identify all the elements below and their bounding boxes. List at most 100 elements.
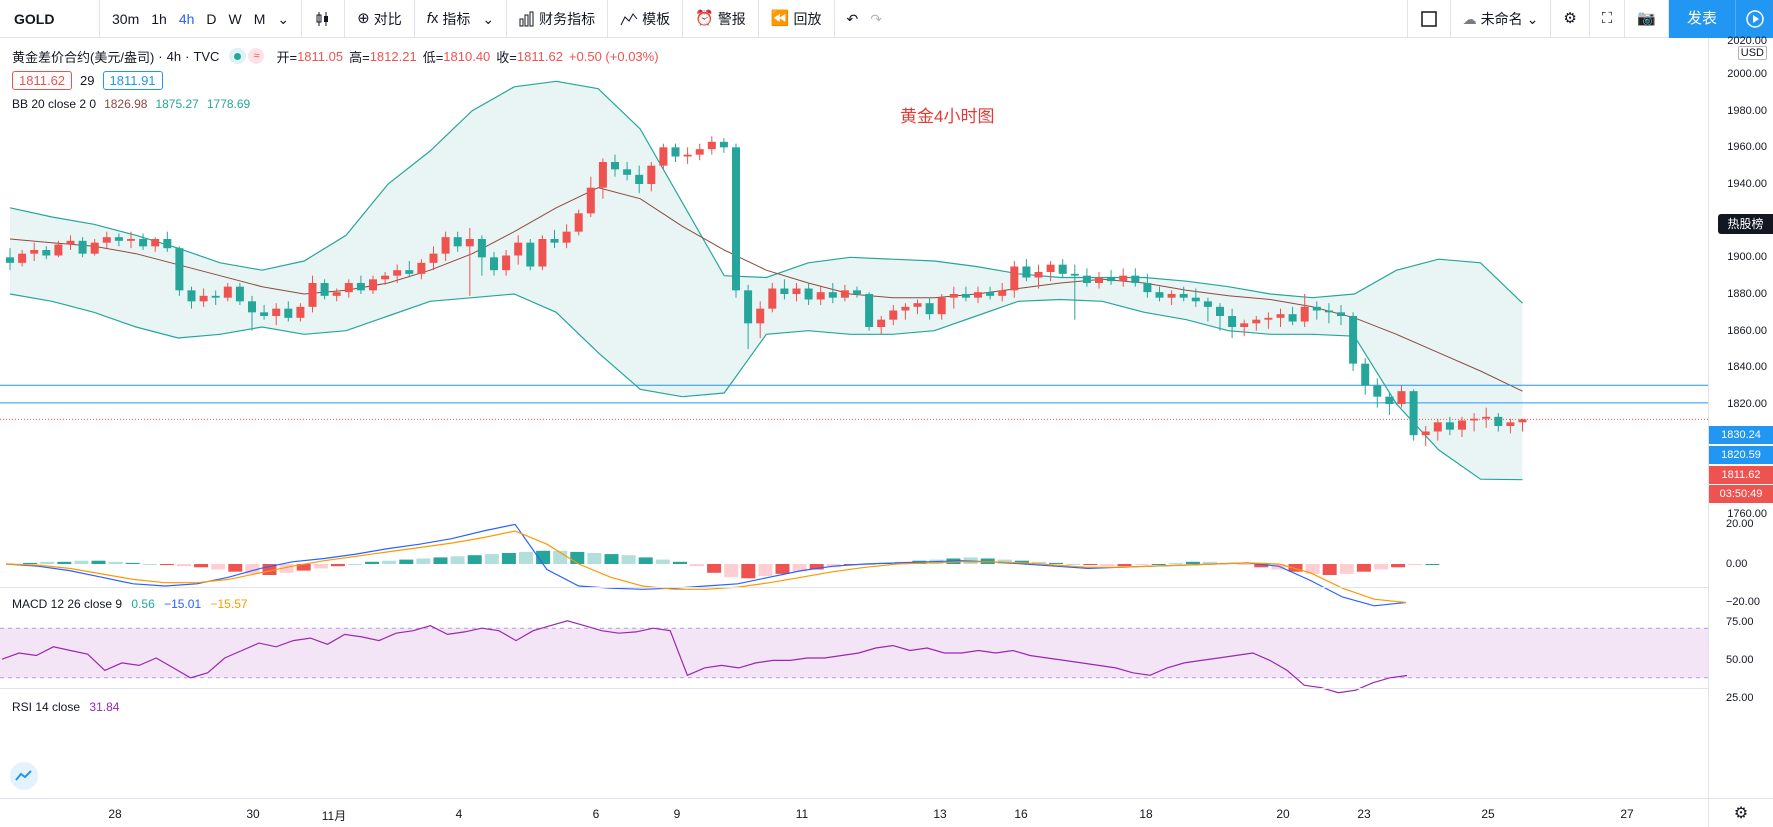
- macd-histogram-bar: [108, 561, 123, 564]
- candle-body: [502, 255, 511, 271]
- candle-body: [732, 147, 740, 291]
- macd-histogram-bar: [296, 564, 311, 571]
- candle-body: [913, 303, 922, 307]
- layout-name-button[interactable]: ☁ 未命名 ⌄: [1457, 0, 1545, 38]
- pane-tick-label: 20.00: [1726, 518, 1754, 530]
- candle-body: [1046, 264, 1055, 272]
- macd-histogram-bar: [1425, 564, 1440, 565]
- macd-histogram-bar: [809, 564, 824, 570]
- time-axis[interactable]: 28 30 11月 4 6 9 11 13 16 18 20 23 25 27: [0, 798, 1708, 827]
- pane-tick-label: 50.00: [1726, 654, 1754, 666]
- bid-box[interactable]: 1811.62: [12, 70, 73, 90]
- compare-toggle-icon[interactable]: ≈: [248, 48, 265, 64]
- indicators-dropdown[interactable]: ⌄: [476, 0, 500, 38]
- candle-body: [1288, 314, 1297, 322]
- macd-histogram-bar: [365, 561, 380, 564]
- candle-body: [562, 231, 571, 243]
- spread-value: 29: [80, 72, 95, 88]
- time-tick-label: 6: [592, 807, 600, 821]
- indicators-button[interactable]: fx 指标: [421, 0, 477, 38]
- pane-separator[interactable]: [0, 688, 1773, 689]
- interval-dropdown[interactable]: ⌄: [271, 0, 295, 38]
- symbol-search[interactable]: GOLD: [0, 0, 100, 38]
- price-chart[interactable]: [0, 38, 1708, 798]
- candle-body: [235, 286, 244, 302]
- candle-body: [187, 290, 196, 302]
- candle-body: [127, 239, 135, 241]
- rsi-pane: [0, 620, 1708, 694]
- candle-body: [114, 237, 123, 241]
- interval-w[interactable]: W: [228, 10, 242, 27]
- candle-body: [695, 149, 704, 155]
- interval-4h[interactable]: 4h: [178, 10, 195, 27]
- compare-button[interactable]: ⊕ 对比: [351, 0, 408, 38]
- chart-annotation-text[interactable]: 黄金4小时图: [900, 107, 995, 126]
- pane-tick-label: 25.00: [1726, 692, 1754, 704]
- macd-histogram-bar: [23, 562, 38, 564]
- candle-body: [1252, 319, 1261, 324]
- legend-change: +0.50 (+0.03%): [568, 48, 659, 64]
- time-tick-label: 11: [795, 807, 809, 821]
- candle-body: [853, 290, 861, 294]
- legend-low-label: 低=: [422, 49, 444, 65]
- interval-d[interactable]: D: [206, 10, 217, 27]
- chart-type-button[interactable]: [308, 0, 338, 38]
- publish-button[interactable]: 发表: [1668, 0, 1735, 38]
- candle-body: [707, 141, 716, 150]
- candle-body: [151, 239, 160, 247]
- macd-histogram-bar: [655, 559, 670, 564]
- candle-body: [1506, 422, 1515, 426]
- price-axis[interactable]: 2020.00 USD 2000.00 1980.00 1960.00 1940.00…: [1708, 35, 1773, 798]
- cloud-icon: ☁: [1462, 10, 1477, 27]
- pane-separator[interactable]: [0, 587, 1773, 588]
- axis-settings-button[interactable]: ⚙: [1708, 798, 1773, 827]
- undo-icon: ↶: [846, 10, 859, 27]
- candle-body: [1397, 391, 1406, 404]
- legend-dot: ·: [185, 48, 190, 64]
- macd-histogram-bar: [758, 564, 773, 577]
- candle-body: [901, 306, 910, 311]
- tradingview-logo-icon[interactable]: [10, 762, 38, 790]
- candle-body: [393, 270, 402, 276]
- pane-tick-label: 0.00: [1726, 558, 1748, 570]
- redo-button[interactable]: ↷: [864, 0, 888, 38]
- price-tick-label: 1940.00: [1727, 178, 1767, 190]
- macd-histogram-bar: [707, 564, 722, 573]
- settings-button[interactable]: ⚙: [1557, 0, 1582, 38]
- bb-mid-value: 1826.98: [104, 97, 148, 111]
- candle-body: [78, 240, 87, 254]
- alert-button[interactable]: ⏰ 警报: [689, 0, 752, 38]
- templates-button[interactable]: 模板: [614, 0, 676, 38]
- candle-body: [1143, 283, 1152, 293]
- macd-histogram-bar: [1339, 564, 1354, 574]
- candle-body: [1191, 297, 1200, 302]
- interval-30m[interactable]: 30m: [112, 10, 140, 27]
- ask-box[interactable]: 1811.91: [102, 70, 163, 90]
- candle-body: [1119, 275, 1128, 282]
- select-layout-button[interactable]: [1414, 0, 1444, 38]
- candle-body: [369, 279, 377, 291]
- publish-menu-button[interactable]: [1735, 0, 1773, 38]
- macd-histogram-bar: [775, 564, 790, 574]
- fullscreen-button[interactable]: ⛶: [1596, 0, 1619, 38]
- gear-icon: ⚙: [1563, 9, 1577, 27]
- interval-m[interactable]: M: [253, 10, 266, 27]
- candle-body: [1409, 391, 1418, 436]
- candle-body: [1216, 306, 1224, 316]
- candle-body: [949, 294, 958, 298]
- financials-button[interactable]: 财务指标: [513, 0, 601, 38]
- candle-body: [272, 308, 281, 316]
- snapshot-button[interactable]: 📷: [1631, 0, 1662, 38]
- candle-body: [1034, 272, 1043, 278]
- currency-label[interactable]: USD: [1737, 46, 1767, 60]
- hot-list-tab[interactable]: 热股榜: [1718, 214, 1773, 234]
- macd-histogram-bar: [1117, 564, 1132, 567]
- price-tick-label: 2000.00: [1727, 68, 1767, 80]
- interval-1h[interactable]: 1h: [151, 10, 167, 27]
- time-tick-label: 27: [1620, 807, 1634, 821]
- candle-body: [1494, 416, 1503, 426]
- legend-open-label: 开=: [276, 49, 298, 65]
- undo-button[interactable]: ↶: [841, 0, 865, 38]
- candle-body: [659, 147, 668, 166]
- replay-button[interactable]: ⏪ 回放: [765, 0, 828, 38]
